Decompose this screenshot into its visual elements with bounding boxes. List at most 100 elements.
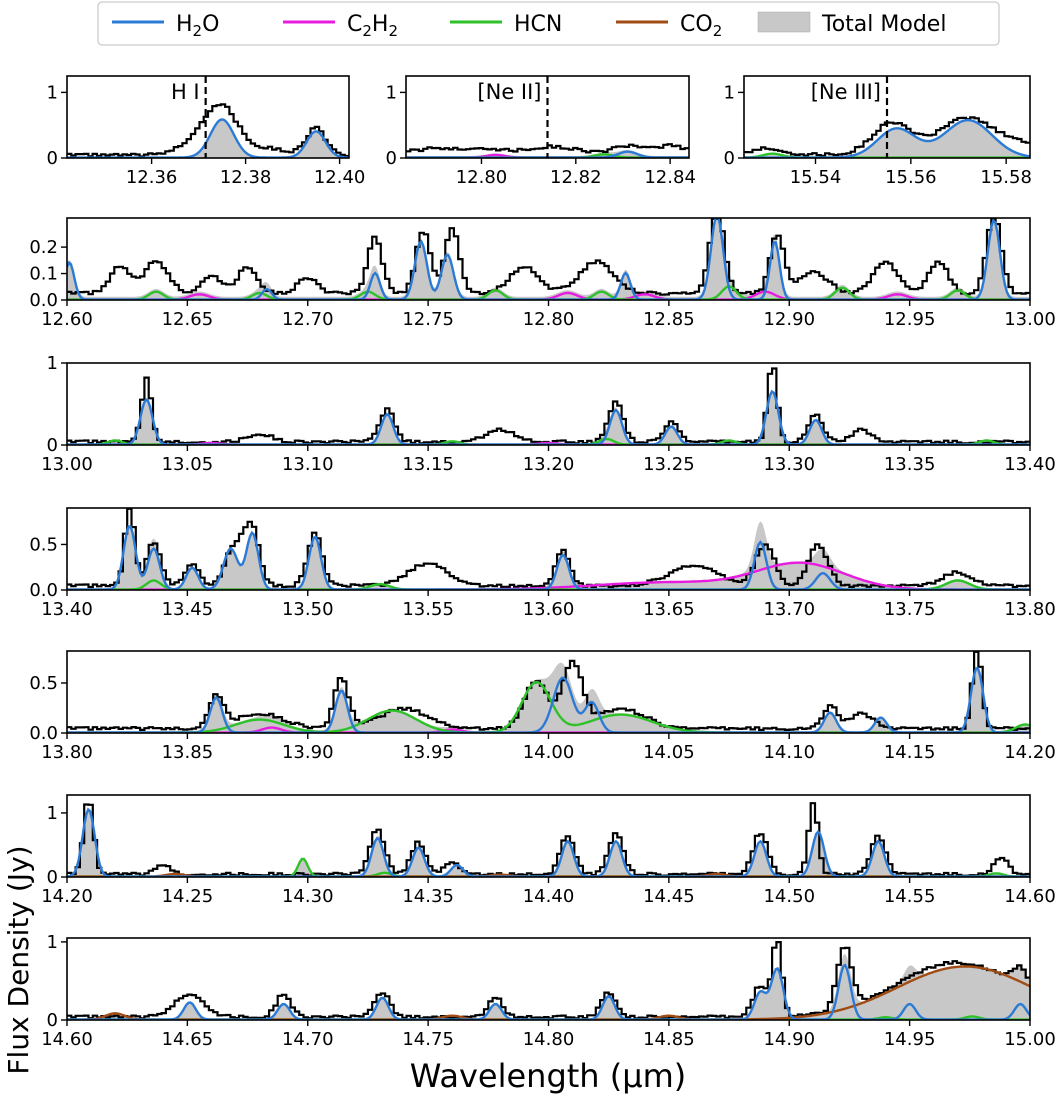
x-tick-label-r3: 13.65 xyxy=(643,599,695,620)
observed-spectrum-hi xyxy=(67,103,349,158)
y-tick-label-r4: 0.5 xyxy=(29,673,58,694)
observed-spectrum-neii xyxy=(406,143,689,154)
x-tick-label-neii: 12.82 xyxy=(550,167,602,188)
panel-hi: H I 12.36 12.38 12.40 0 1 xyxy=(47,75,366,188)
panel-neii: [Ne II] 12.80 12.82 12.84 0 1 xyxy=(386,75,696,188)
x-tick-label-r4: 14.05 xyxy=(643,742,695,763)
y-tick-label-neiii: 0 xyxy=(724,148,735,169)
x-axis-label: Wavelength (μm) xyxy=(410,1057,687,1095)
x-tick-label-r2: 13.40 xyxy=(1004,454,1056,475)
axes-frame-r3 xyxy=(66,507,1031,591)
panel-r5: 14.20 14.25 14.30 14.35 14.40 14.45 14.50 14.55… xyxy=(41,794,1056,907)
x-tick-label-r5: 14.50 xyxy=(763,886,815,907)
x-tick-label-r3: 13.75 xyxy=(884,599,936,620)
legend-entry-model: Total Model xyxy=(757,11,946,37)
total-model-r3 xyxy=(67,521,1030,590)
x-tick-label-r1: 12.95 xyxy=(884,309,936,330)
x-tick-label-r3: 13.40 xyxy=(41,599,93,620)
x-tick-label-r6: 14.95 xyxy=(884,1029,936,1050)
y-tick-label-r2: 0 xyxy=(47,435,58,456)
x-tick-label-r6: 14.60 xyxy=(41,1029,93,1050)
x-tick-label-r1: 12.70 xyxy=(282,309,334,330)
x-tick-label-r3: 13.55 xyxy=(402,599,454,620)
y-tick-label-r6: 0 xyxy=(47,1010,58,1031)
x-tick-label-r4: 14.10 xyxy=(763,742,815,763)
x-tick-label-r5: 14.25 xyxy=(162,886,214,907)
x-tick-label-neii: 12.84 xyxy=(644,167,696,188)
legend-label-model: Total Model xyxy=(821,12,946,37)
y-tick-label-r1: 0.0 xyxy=(29,290,58,311)
x-tick-label-r2: 13.10 xyxy=(282,454,334,475)
observed-spectrum-r5 xyxy=(67,802,1030,877)
observed-spectrum-r2 xyxy=(67,367,1030,445)
y-axis-label: Flux Density (Jy) xyxy=(2,845,35,1074)
x-tick-label-r5: 14.45 xyxy=(643,886,695,907)
y-tick-label-r2: 1 xyxy=(47,353,58,374)
x-tick-label-r6: 14.80 xyxy=(523,1029,575,1050)
panel-r2: 13.00 13.05 13.10 13.15 13.20 13.25 13.30 13.35… xyxy=(41,353,1056,475)
axes-frame-hi xyxy=(66,75,350,159)
x-tick-label-r1: 13.00 xyxy=(1004,309,1056,330)
x-tick-label-r4: 14.15 xyxy=(884,742,936,763)
observed-spectrum-r1 xyxy=(67,218,1030,296)
y-tick-label-r4: 0.0 xyxy=(29,723,58,744)
y-tick-label-r5: 1 xyxy=(47,803,58,824)
x-tick-label-r5: 14.40 xyxy=(523,886,575,907)
panel-r3: 13.40 13.45 13.50 13.55 13.60 13.65 13.70 13.75… xyxy=(29,507,1056,620)
y-tick-label-r3: 0.5 xyxy=(29,534,58,555)
x-tick-label-r2: 13.15 xyxy=(402,454,454,475)
plot-area-r5 xyxy=(67,802,1030,877)
x-tick-label-r5: 14.20 xyxy=(41,886,93,907)
line-label-neiii: [Ne III] xyxy=(811,80,881,104)
x-tick-label-r3: 13.45 xyxy=(162,599,214,620)
plot-area-r3 xyxy=(67,508,1030,590)
x-tick-label-r6: 15.00 xyxy=(1004,1029,1056,1050)
observed-spectrum-r3 xyxy=(67,508,1030,589)
x-tick-label-r5: 14.35 xyxy=(402,886,454,907)
x-tick-label-r1: 12.75 xyxy=(402,309,454,330)
panel-r4: 13.80 13.85 13.90 13.95 14.00 14.05 14.10 14.15… xyxy=(29,650,1056,763)
plot-area-r1 xyxy=(67,218,1030,300)
x-tick-label-r6: 14.70 xyxy=(282,1029,334,1050)
x-tick-label-r3: 13.70 xyxy=(763,599,815,620)
total-model-hi xyxy=(67,119,349,158)
y-tick-label-hi: 0 xyxy=(47,148,58,169)
x-tick-label-r4: 14.20 xyxy=(1004,742,1056,763)
x-tick-label-r5: 14.55 xyxy=(884,886,936,907)
y-tick-label-neii: 1 xyxy=(386,82,397,103)
x-tick-label-hi: 12.36 xyxy=(126,167,178,188)
total-model-neiii xyxy=(744,119,1030,158)
model-h2o-r4 xyxy=(67,667,1030,733)
x-tick-label-r2: 13.05 xyxy=(162,454,214,475)
x-tick-label-r4: 13.85 xyxy=(162,742,214,763)
plot-area-r6 xyxy=(67,941,1030,1020)
x-tick-label-r4: 14.00 xyxy=(523,742,575,763)
x-tick-label-r3: 13.50 xyxy=(282,599,334,620)
x-tick-label-r1: 12.80 xyxy=(523,309,575,330)
x-tick-label-r6: 14.65 xyxy=(162,1029,214,1050)
panel-r6: 14.60 14.65 14.70 14.75 14.80 14.85 14.90 14.95… xyxy=(41,932,1056,1050)
axes-frame-r2 xyxy=(66,362,1031,446)
legend-label-co2: CO2 xyxy=(680,12,722,40)
x-tick-label-neiii: 15.54 xyxy=(790,167,842,188)
x-tick-label-r5: 14.30 xyxy=(282,886,334,907)
x-tick-label-neiii: 15.58 xyxy=(980,167,1032,188)
x-tick-label-r2: 13.35 xyxy=(884,454,936,475)
legend-label-c2h2: C2H2 xyxy=(347,12,398,40)
x-tick-label-r1: 12.85 xyxy=(643,309,695,330)
x-tick-label-hi: 12.40 xyxy=(314,167,366,188)
legend-swatch-model xyxy=(757,11,811,33)
legend-entry-h2o: H2O xyxy=(112,12,219,40)
model-h2o-r2 xyxy=(67,389,1030,445)
y-tick-label-neii: 0 xyxy=(386,148,397,169)
plot-area-r2 xyxy=(67,367,1030,445)
x-tick-label-r4: 13.80 xyxy=(41,742,93,763)
x-tick-label-r6: 14.85 xyxy=(643,1029,695,1050)
y-tick-label-r1: 0.2 xyxy=(29,237,58,258)
x-tick-label-neii: 12.80 xyxy=(456,167,508,188)
legend-entry-co2: CO2 xyxy=(616,12,722,40)
x-tick-label-r3: 13.80 xyxy=(1004,599,1056,620)
x-tick-label-r4: 13.90 xyxy=(282,742,334,763)
legend: H2O C2H2 HCN CO2 Total Model xyxy=(97,1,1000,46)
